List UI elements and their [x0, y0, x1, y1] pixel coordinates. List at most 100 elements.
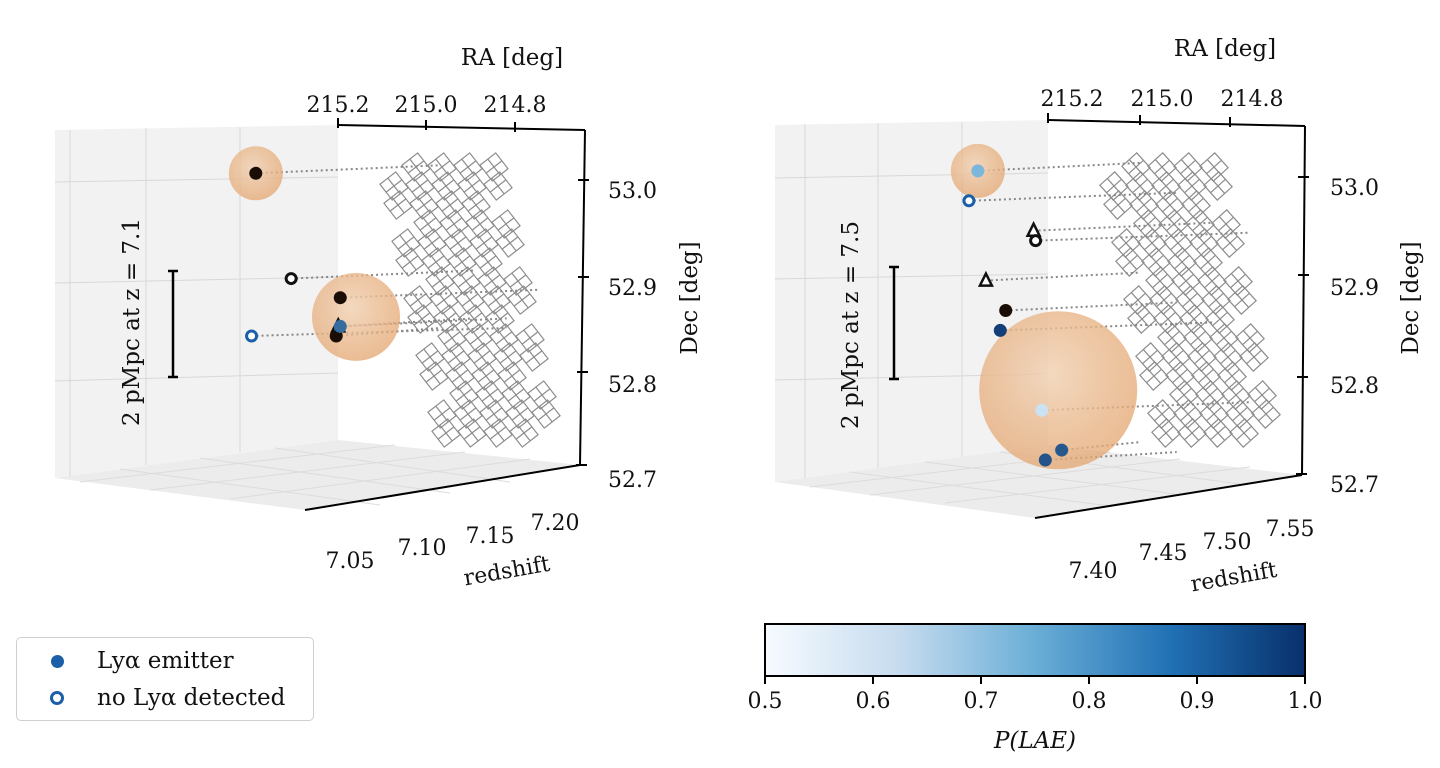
dec-ticks: [1296, 176, 1309, 475]
footprint-tile: [435, 190, 465, 220]
projection-line: [1005, 301, 1177, 312]
lya-emitter-point: [249, 166, 263, 180]
footprint-tile: [1239, 342, 1269, 372]
galaxy-points: [245, 166, 347, 343]
footprint-tile: [483, 418, 513, 448]
colorbar-ticks: 0.5 0.6 0.7 0.8 0.9 1.0: [748, 676, 1323, 714]
dec-tick-label: 52.9: [1330, 276, 1379, 301]
scale-bar: [889, 265, 899, 381]
footprint-tile: [449, 380, 479, 410]
colorbar-tick-label: 0.5: [748, 689, 783, 714]
footprint-tile: [453, 152, 483, 182]
no-lya-point: [1029, 234, 1043, 248]
filled-circle-icon: [50, 654, 64, 668]
footprint-tile: [461, 190, 491, 220]
projection-lines: [251, 164, 541, 337]
lya-emitter-point: [333, 319, 347, 333]
footprint-tile: [419, 361, 449, 391]
footprint-tile: [427, 152, 457, 182]
footprint-tile: [1229, 418, 1259, 448]
overdensity-sphere: [312, 272, 401, 361]
footprint-tile: [515, 323, 545, 353]
footprint-tile: [1251, 399, 1281, 429]
lya-emitter-point: [1035, 403, 1049, 417]
dec-axis-line: [1301, 125, 1306, 476]
footprint-tile: [469, 228, 499, 258]
legend: Lyα emitter no Lyα detected: [16, 637, 314, 721]
colorbar-tick-label: 0.9: [1180, 689, 1215, 714]
galaxy-points: [962, 164, 1069, 467]
dec-axis-line: [579, 129, 586, 466]
footprint-tile: [447, 247, 477, 277]
footprint-tile: [503, 266, 533, 296]
ra-axis-label: RA [deg]: [461, 45, 563, 71]
projection-line: [977, 161, 1141, 172]
lya-emitter-point: [993, 323, 1007, 337]
footprint-tile: [409, 190, 439, 220]
z-tick-label: 7.20: [531, 511, 580, 536]
footprint-tile: [497, 361, 527, 391]
open-circle-icon: [50, 691, 64, 705]
footprint-tile: [489, 323, 519, 353]
triangle-marker: [977, 270, 994, 287]
legend-item-no-detection: no Lyα detected: [17, 683, 285, 713]
legend-item-emitter: Lyα emitter: [17, 646, 234, 676]
dec-tick-label: 52.8: [1330, 374, 1379, 399]
footprint-tile: [429, 285, 459, 315]
lya-emitter-point: [1038, 453, 1052, 467]
z-tick-label: 7.55: [1266, 517, 1315, 542]
scale-bar-label: 2 pMpc at z = 7.5: [838, 221, 864, 429]
footprint-tile: [509, 418, 539, 448]
colorbar-gradient: [764, 623, 1306, 677]
ra-axis-line: [337, 124, 586, 131]
projection-line: [255, 164, 441, 175]
floor-grid: [79, 444, 531, 506]
footprint-tile: [445, 361, 475, 391]
ra-tick-label: 215.2: [1041, 87, 1104, 112]
dec-tick-label: 52.7: [1330, 473, 1379, 498]
footprint-tile: [1227, 285, 1257, 315]
footprint-tile: [443, 228, 473, 258]
floor-pane: [775, 445, 1302, 518]
ra-tick-label: 215.0: [1131, 87, 1194, 112]
footprint-tile: [455, 285, 485, 315]
footprint-tile: [491, 209, 521, 239]
lya-emitter-point: [1055, 443, 1069, 457]
right-3d-panel: 215.2 215.0 214.8 RA [deg] 53.0 52.9 52.…: [774, 36, 1424, 598]
ra-axis-line: [1047, 119, 1306, 127]
scale-bar-label: 2 pMpc at z = 7.1: [119, 218, 145, 426]
legend-label: Lyα emitter: [97, 648, 234, 674]
overdensity-sphere: [979, 311, 1138, 470]
footprint-tile: [471, 361, 501, 391]
z-axis-label: redshift: [1189, 558, 1279, 598]
back-pane: [55, 125, 338, 478]
legend-label: no Lyα detected: [97, 685, 286, 711]
colorbar-tick-label: 0.8: [1072, 689, 1107, 714]
z-tick-label: 7.05: [326, 549, 375, 574]
no-lya-point: [284, 272, 298, 286]
dec-tick-label: 53.0: [1330, 176, 1379, 201]
footprint-tile: [501, 380, 531, 410]
z-axis-label: redshift: [462, 552, 552, 592]
footprint-tile: [383, 190, 413, 220]
colorbar-tick-label: 0.7: [964, 689, 999, 714]
footprint-tile: [1177, 418, 1207, 448]
footprint-tile: [479, 152, 509, 182]
floor-pane: [55, 440, 580, 510]
projection-line: [1035, 231, 1251, 242]
footprint-tile: [459, 304, 489, 334]
dec-tick-label: 52.9: [608, 276, 657, 301]
footprint-tile: [473, 247, 503, 277]
ra-tick-label: 214.8: [1221, 87, 1284, 112]
footprint-tile: [531, 399, 561, 429]
footprint-tile: [1103, 190, 1133, 220]
footprint-tile: [481, 285, 511, 315]
dec-ticks: [576, 179, 589, 466]
projection-line: [985, 271, 1141, 282]
footprint-tile: [421, 247, 451, 277]
z-tick-label: 7.50: [1203, 530, 1252, 555]
footprint-tile: [507, 285, 537, 315]
footprint-tile: [431, 418, 461, 448]
dec-tick-label: 52.7: [608, 468, 657, 493]
